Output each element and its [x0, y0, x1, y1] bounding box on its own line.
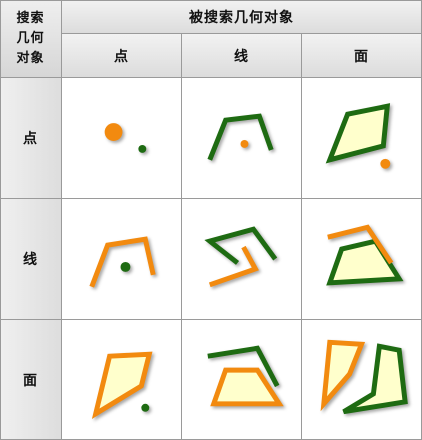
- corner-label-line2: 几何: [16, 30, 45, 46]
- row-header-point: 点: [0, 78, 62, 199]
- searched-line: [204, 225, 278, 265]
- col-header-polygon: 面: [302, 34, 422, 78]
- row-header-polygon-label: 面: [23, 372, 38, 389]
- cell-polygon-line: [182, 320, 302, 440]
- search-point: [240, 139, 249, 148]
- point-polygon-illustration: [325, 102, 391, 169]
- searched-polygon: [325, 102, 391, 163]
- search-line: [208, 245, 259, 287]
- search-polygon: [210, 367, 284, 406]
- polygon-point-illustration: [91, 351, 153, 419]
- corner-header: 搜索 几何 对象: [0, 0, 62, 78]
- cell-line-line: [182, 199, 302, 320]
- searched-point: [120, 261, 131, 272]
- search-polygon: [320, 339, 366, 411]
- corner-label-line1: 搜索: [16, 10, 45, 26]
- searched-object-header: 被搜索几何对象: [62, 0, 422, 34]
- cell-polygon-point: [62, 320, 182, 440]
- col-header-polygon-label: 面: [354, 48, 369, 65]
- line-line-illustration: [204, 225, 278, 287]
- search-line: [327, 223, 394, 264]
- cell-point-polygon: [302, 78, 422, 199]
- cell-point-point: [62, 78, 182, 199]
- col-header-line-label: 线: [234, 48, 249, 65]
- searched-point: [138, 144, 147, 153]
- polygon-polygon-illustration: [320, 339, 408, 414]
- cell-line-polygon: [302, 199, 422, 320]
- searched-polygon: [342, 342, 408, 414]
- row-header-point-label: 点: [23, 131, 38, 147]
- searched-object-title: 被搜索几何对象: [189, 9, 294, 26]
- row-header-line: 线: [0, 199, 62, 320]
- cell-line-point: [62, 199, 182, 320]
- col-header-point: 点: [62, 34, 182, 78]
- search-line: [89, 235, 156, 288]
- search-point: [380, 158, 391, 169]
- point-line-illustration: [207, 112, 274, 161]
- searched-line: [207, 345, 280, 387]
- line-polygon-illustration: [326, 223, 404, 285]
- point-point-illustration: [104, 122, 147, 153]
- cell-polygon-polygon: [302, 320, 422, 440]
- searched-line: [207, 112, 274, 161]
- row-header-line-label: 线: [23, 252, 38, 268]
- search-point: [104, 122, 123, 141]
- corner-label-line3: 对象: [16, 50, 45, 66]
- col-header-point-label: 点: [114, 48, 129, 65]
- col-header-line: 线: [182, 34, 302, 78]
- row-header-polygon: 面: [0, 320, 62, 440]
- polygon-line-illustration: [207, 345, 284, 406]
- line-point-illustration: [89, 235, 156, 288]
- searched-point: [141, 403, 150, 412]
- cell-point-line: [182, 78, 302, 199]
- search-polygon: [91, 351, 153, 419]
